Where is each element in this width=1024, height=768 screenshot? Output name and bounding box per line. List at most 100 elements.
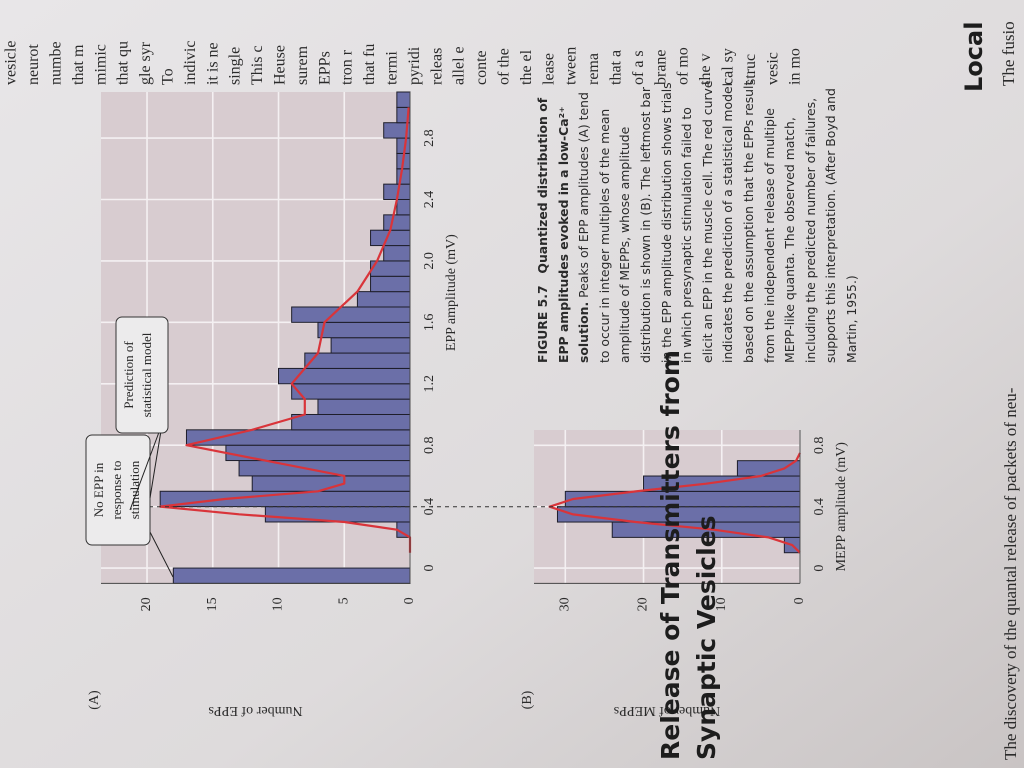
column-text: releas — [428, 48, 445, 85]
annotation-text: stimulation — [127, 460, 142, 519]
panel-label: (A) — [87, 690, 102, 710]
bar — [304, 352, 411, 369]
bar — [370, 275, 411, 293]
column-text: the el — [518, 49, 535, 85]
bar — [291, 413, 411, 431]
annotation-box — [85, 434, 151, 546]
column-text: it is ne — [204, 42, 221, 85]
column-text: of a s — [630, 50, 647, 85]
bar — [317, 398, 411, 415]
bar — [172, 567, 411, 584]
column-text: allel e — [451, 46, 468, 85]
annotation-leader — [149, 531, 174, 578]
bar — [383, 214, 411, 231]
side-body-text: The fusio — [999, 21, 1018, 86]
bar — [291, 383, 411, 400]
column-text: gle syr — [137, 41, 154, 85]
x-axis-title: MEPP amplitude (mV) — [834, 442, 849, 572]
x-tick-label: 2.8 — [422, 129, 437, 147]
bar — [330, 337, 411, 354]
caption-text: Peaks of EPP amplitudes (A) tend to occu… — [576, 80, 859, 363]
x-tick-label: 0 — [812, 565, 827, 572]
column-text: tron r — [339, 49, 356, 85]
x-tick-label: 0.4 — [812, 498, 827, 516]
x-tick-label: 1.6 — [422, 314, 437, 332]
column-text: of mo — [675, 47, 692, 85]
column-text: numbe — [47, 41, 64, 85]
y-tick-label: 10 — [271, 597, 286, 611]
section-heading: Release of Transmitters from — [656, 350, 685, 760]
y-axis-title: Number of EPPs — [208, 703, 302, 718]
section-heading: Synaptic Vesicles — [692, 515, 721, 760]
x-axis-title: EPP amplitude (mV) — [444, 234, 459, 351]
column-text: EPPs — [316, 51, 333, 85]
bar — [251, 475, 411, 492]
y-tick-label: 5 — [336, 597, 351, 604]
bar — [291, 306, 411, 323]
column-text: surem — [294, 45, 311, 85]
x-tick-label: 0.8 — [812, 437, 827, 455]
column-text: cal sy — [719, 48, 736, 85]
x-tick-label: 1.2 — [422, 375, 437, 393]
column-text: conte — [473, 50, 490, 85]
annotation-box — [115, 316, 169, 434]
annotation-text: response to — [109, 461, 124, 520]
bar — [317, 321, 411, 339]
y-axis-title: Number of MEPPs — [614, 703, 721, 718]
column-text: brane — [652, 49, 669, 85]
caption-box: FIGURE 5.7 Quantized distribution of EPP… — [533, 78, 863, 363]
bar — [238, 460, 411, 477]
x-tick-label: 0.8 — [422, 436, 437, 454]
annotation-text: statistical model — [139, 332, 154, 417]
prediction-curve — [548, 452, 801, 554]
column-text: indivic — [182, 41, 199, 85]
y-tick-label: 15 — [205, 597, 220, 611]
column-text: of the — [495, 48, 512, 85]
y-tick-label: 30 — [558, 597, 573, 611]
column-text: tween — [563, 47, 580, 85]
column-text: vesic — [764, 52, 781, 85]
column-text: that fu — [361, 44, 378, 85]
bar — [356, 291, 411, 308]
y-tick-label: 20 — [636, 597, 651, 611]
column-text: in mo — [787, 48, 804, 85]
side-heading: Local — [960, 22, 988, 92]
annotation-text: No EPP in — [91, 462, 106, 517]
y-tick-label: 0 — [792, 597, 807, 604]
bar — [396, 91, 411, 108]
column-text: struc — [742, 54, 759, 85]
column-text: To — [159, 68, 176, 85]
column-text: rema — [585, 53, 602, 85]
x-tick-label: 0 — [422, 565, 437, 572]
caption: FIGURE 5.7 Quantized distribution of EPP… — [533, 78, 863, 363]
annotation-text: Prediction of — [121, 341, 136, 409]
y-tick-label: 20 — [139, 597, 154, 611]
x-tick-label: 2.4 — [422, 191, 437, 209]
column-text: Heuse — [271, 45, 288, 85]
column-text: that qu — [115, 41, 132, 85]
column-text: lease — [540, 53, 557, 85]
bar — [396, 198, 411, 216]
bar — [264, 506, 411, 523]
bar — [383, 245, 411, 262]
y-tick-label: 0 — [402, 597, 417, 604]
panel-label: (B) — [520, 690, 535, 709]
column-text: single — [227, 47, 244, 85]
column-text: pyridi — [406, 46, 423, 85]
column-text: This c — [249, 45, 266, 85]
y-tick-label: 10 — [714, 597, 729, 611]
column-text: that m — [70, 44, 87, 85]
column-text: mimic — [92, 44, 109, 85]
column-text: neurot — [25, 44, 42, 85]
prediction-curve — [159, 107, 412, 553]
column-text: vesicle — [3, 41, 20, 85]
rotated-page: FIGURE 5.7 Quantized distribution of EPP… — [3, 21, 1020, 760]
column-text: that a — [607, 50, 624, 85]
x-tick-label: 2.0 — [422, 252, 437, 270]
body-text: The discovery of the quantal release of … — [1001, 387, 1020, 760]
caption-label: FIGURE 5.7 — [535, 285, 550, 363]
column-text: termi — [383, 51, 400, 85]
column-text: the v — [697, 53, 714, 85]
